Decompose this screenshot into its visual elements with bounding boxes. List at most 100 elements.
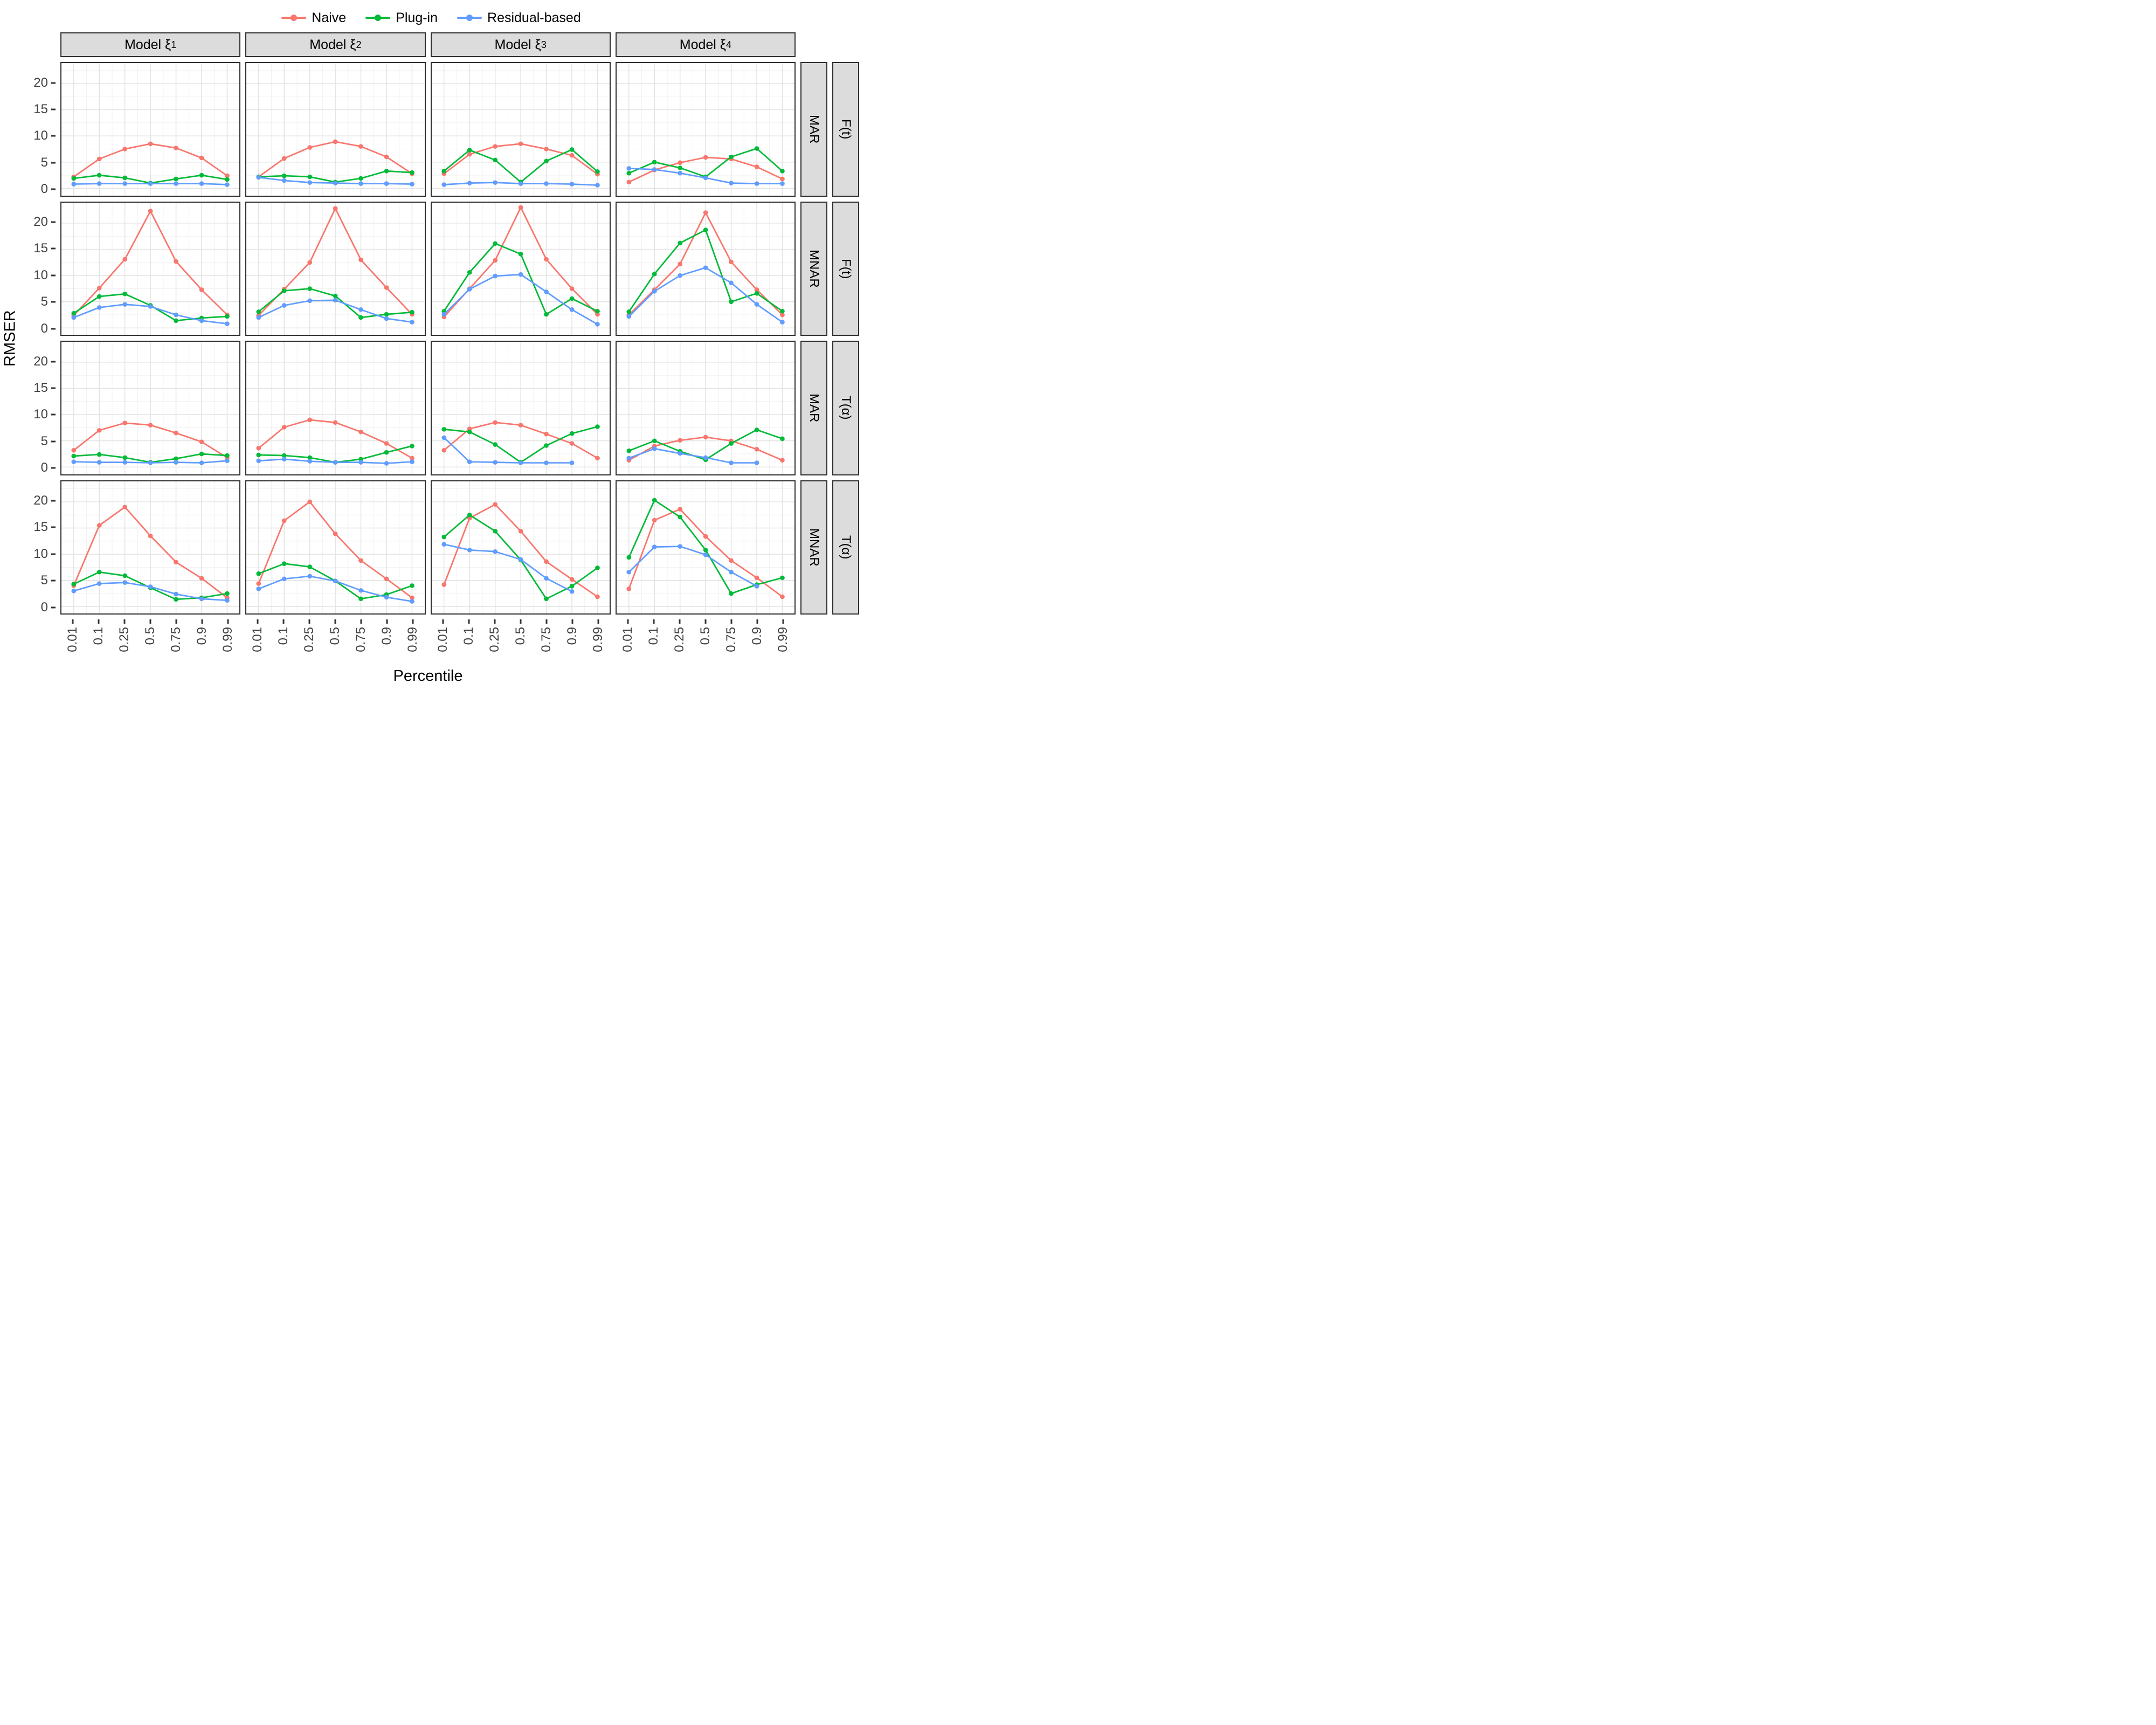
- facet-column-sub: 4: [725, 39, 731, 50]
- x-tick-label: 0.75: [169, 627, 184, 652]
- y-tick-mark: [51, 361, 56, 363]
- y-tick-label: 10: [33, 128, 48, 143]
- panel-mnar-ft-model-4: [615, 201, 796, 336]
- gridlines: [616, 481, 794, 613]
- gridlines: [246, 63, 425, 196]
- x-tick-label: 0.1: [91, 627, 106, 645]
- y-tick-label: 0: [40, 460, 48, 475]
- x-tick-label: 0.9: [379, 627, 395, 645]
- x-tick-label: 0.5: [697, 627, 713, 645]
- legend-item-residual-based: Residual-based: [457, 10, 581, 26]
- y-tick-mark: [51, 135, 56, 137]
- x-tick-mark: [627, 619, 629, 624]
- series-residual-based: [441, 180, 600, 188]
- legend-dot: [466, 15, 473, 21]
- legend-dot: [375, 15, 382, 21]
- x-tick-mark: [442, 619, 444, 624]
- gridlines: [246, 202, 425, 335]
- plug-in-line-dot-icon: [365, 12, 391, 23]
- y-axis-title: RMSER: [1, 310, 19, 367]
- x-tick-label: 0.75: [723, 627, 738, 652]
- y-axis-ticks-row-4: 0 5 10 15 20: [24, 480, 56, 615]
- y-tick-mark: [51, 467, 56, 469]
- panel-chart-svg: [61, 202, 240, 335]
- series-naive: [256, 499, 415, 600]
- y-tick-mark: [51, 526, 56, 528]
- facet-column-label: Model ξ: [309, 37, 356, 52]
- x-tick-label: 0.99: [590, 627, 605, 652]
- y-tick-label: 20: [33, 354, 48, 369]
- x-tick-label: 0.25: [672, 627, 687, 652]
- x-axis-title: Percentile: [393, 667, 463, 685]
- panel-chart-svg: [61, 342, 240, 474]
- x-tick-label: 0.01: [620, 627, 635, 652]
- gridlines: [61, 202, 240, 335]
- y-tick-mark: [51, 553, 56, 555]
- panel-mar-ft-model-3: [430, 62, 611, 197]
- x-tick-label: 0.1: [461, 627, 476, 645]
- y-tick-mark: [51, 162, 56, 164]
- series-residual-based: [441, 272, 600, 327]
- panel-chart-svg: [431, 342, 610, 474]
- x-tick-mark: [360, 619, 362, 624]
- facet-row-strip-measure-1: F(t): [832, 62, 859, 197]
- panel-mar-talpha-model-4: [615, 341, 796, 475]
- x-tick-label: 0.75: [354, 627, 369, 652]
- residual-based-line-dot-icon: [457, 12, 482, 23]
- series-residual-based: [71, 181, 230, 187]
- panel-mar-ft-model-4: [615, 62, 796, 197]
- panel-chart-svg: [616, 63, 794, 196]
- series-naive: [71, 420, 230, 460]
- y-tick-mark: [51, 387, 56, 389]
- series-residual-based: [441, 541, 574, 594]
- panel-chart-svg: [431, 481, 610, 613]
- x-tick-label: 0.75: [538, 627, 554, 652]
- y-tick-label: 15: [33, 380, 48, 395]
- y-tick-label: 5: [40, 433, 48, 448]
- y-tick-mark: [51, 247, 56, 250]
- y-tick-mark: [51, 500, 56, 502]
- x-tick-label: 0.01: [250, 627, 265, 652]
- facet-row-strip-measure-2: F(t): [832, 201, 859, 336]
- x-tick-label: 0.1: [646, 627, 661, 645]
- x-tick-label: 0.9: [564, 627, 579, 645]
- legend: Naive Plug-in Residual-based: [0, 0, 862, 32]
- x-axis-ticks-col-1: 0.01 0.1 0.25 0.5 0.75 0.9 0.99: [60, 619, 240, 663]
- series-residual-based: [441, 435, 574, 465]
- y-tick-label: 10: [33, 267, 48, 282]
- y-tick-label: 0: [40, 599, 48, 615]
- panel-mnar-talpha-model-2: [245, 480, 426, 615]
- facet-column-sub: 1: [171, 39, 177, 50]
- x-axis-ticks-col-4: 0.01 0.1 0.25 0.5 0.75 0.9 0.99: [616, 619, 796, 663]
- series-residual-based: [626, 446, 759, 465]
- y-tick-mark: [51, 188, 56, 190]
- x-tick-mark: [782, 619, 784, 624]
- facet-row-strip-mechanism-2: MNAR: [800, 201, 827, 336]
- panel-chart-svg: [246, 63, 425, 196]
- y-tick-label: 15: [33, 101, 48, 116]
- x-tick-label: 0.25: [487, 627, 502, 652]
- y-tick-label: 20: [33, 215, 48, 230]
- y-tick-mark: [51, 413, 56, 416]
- y-tick-mark: [51, 108, 56, 111]
- panel-mar-talpha-model-3: [430, 341, 611, 475]
- x-tick-mark: [412, 619, 414, 624]
- y-tick-mark: [51, 328, 56, 330]
- x-tick-mark: [308, 619, 310, 624]
- series-plug-in: [626, 227, 785, 314]
- panel-chart-svg: [246, 481, 425, 613]
- panel-mar-ft-model-1: [60, 62, 241, 197]
- panel-chart-svg: [616, 202, 794, 335]
- gridlines: [616, 63, 794, 196]
- x-tick-mark: [227, 619, 229, 624]
- series-residual-based: [626, 166, 785, 186]
- facet-row-strip-measure-3: T(α): [832, 341, 859, 475]
- x-tick-label: 0.9: [749, 627, 764, 645]
- x-tick-mark: [201, 619, 203, 624]
- x-tick-mark: [123, 619, 126, 624]
- gridlines: [61, 63, 240, 196]
- panel-mnar-talpha-model-4: [615, 480, 796, 615]
